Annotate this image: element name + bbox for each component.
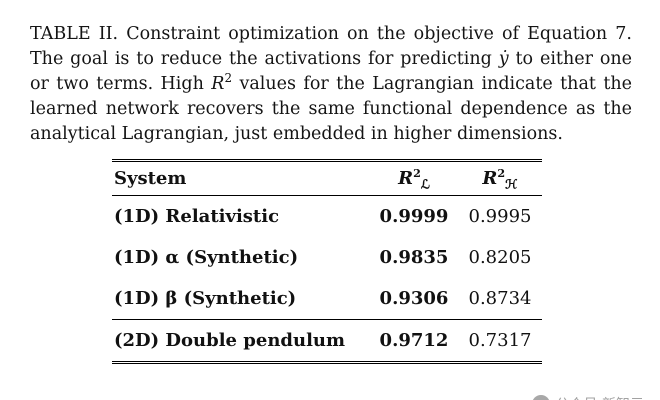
r2h-subscript-hamiltonian: ℋ (505, 176, 518, 192)
r2h-base: R (482, 168, 498, 189)
caption-r-superscript: 2 (224, 71, 233, 86)
r2-lagrangian-cell: 0.9712 (379, 330, 449, 351)
r2h-superscript: 2 (497, 167, 506, 180)
header-row: System R2ℒ R2ℋ (112, 161, 542, 196)
caption-r-symbol: R (211, 74, 225, 94)
table-caption: TABLE II. Constraint optimization on the… (30, 22, 632, 147)
watermark-logo-icon (531, 395, 550, 400)
r2l-subscript-lagrangian: ℒ (420, 176, 430, 192)
system-cell: (1D) Relativistic (114, 206, 280, 227)
r2l-base: R (398, 168, 414, 189)
r2-lagrangian-cell: 0.9999 (379, 206, 449, 227)
system-cell: (1D) α (Synthetic) (114, 247, 299, 268)
table-caption-label: TABLE II. (30, 24, 119, 44)
caption-part-2: to either one or two terms. High (30, 49, 632, 94)
table-row: (1D) α (Synthetic) 0.9835 0.8205 (112, 237, 542, 278)
results-table-container: System R2ℒ R2ℋ (1D) Relativistic 0.9999 … (112, 159, 542, 364)
system-cell: (1D) β (Synthetic) (114, 288, 297, 309)
caption-part-3: values for the Lagrangian indicate that … (30, 74, 632, 144)
table-body: (1D) Relativistic 0.9999 0.9995 (1D) α (… (112, 196, 542, 363)
watermark: 公众号·新智元 (531, 394, 644, 400)
r2-hamiltonian-cell: 0.7317 (468, 330, 532, 351)
caption-part-1: Constraint optimization on the objective… (30, 24, 632, 69)
r2-hamiltonian-cell: 0.8734 (468, 288, 532, 309)
table-header: System R2ℒ R2ℋ (112, 161, 542, 196)
r2-lagrangian-cell: 0.9835 (379, 247, 449, 268)
watermark-text: 公众号·新智元 (556, 394, 644, 400)
col-header-system: System (114, 168, 187, 189)
r2-hamiltonian-cell: 0.8205 (468, 247, 532, 268)
table-row: (2D) Double pendulum 0.9712 0.7317 (112, 319, 542, 363)
table-row: (1D) Relativistic 0.9999 0.9995 (112, 196, 542, 238)
system-cell: (2D) Double pendulum (114, 330, 346, 351)
results-table: System R2ℒ R2ℋ (1D) Relativistic 0.9999 … (112, 159, 542, 364)
r2-lagrangian-cell: 0.9306 (379, 288, 449, 309)
caption-ydot-symbol: ẏ (498, 49, 509, 69)
r2l-superscript: 2 (413, 167, 421, 180)
r2-hamiltonian-cell: 0.9995 (468, 206, 532, 227)
table-row: (1D) β (Synthetic) 0.9306 0.8734 (112, 278, 542, 320)
col-header-r2-lagrangian: R2ℒ (370, 161, 458, 196)
col-header-r2-hamiltonian: R2ℋ (458, 161, 542, 196)
